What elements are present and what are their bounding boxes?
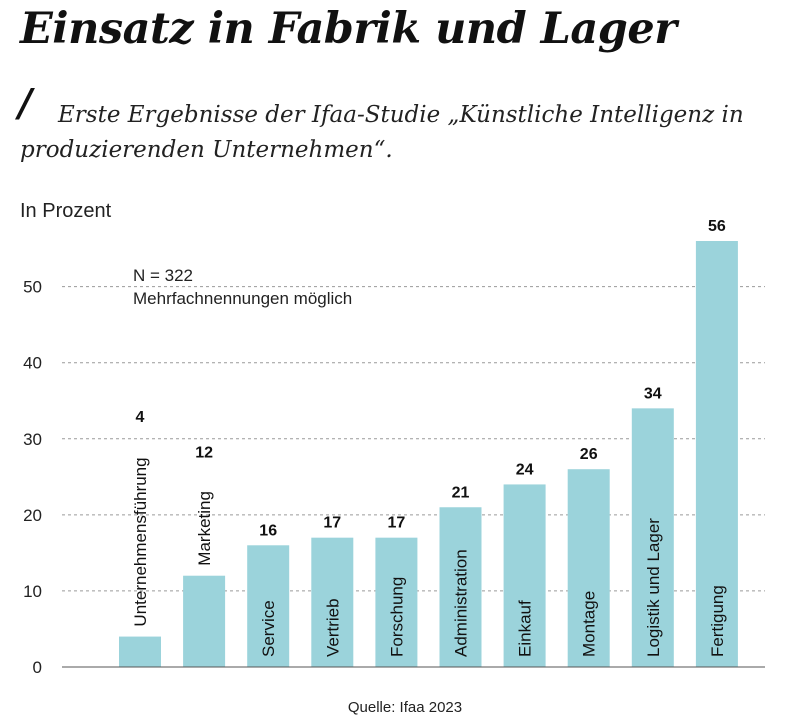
bar-value-label: 12 bbox=[195, 444, 213, 461]
bar bbox=[695, 241, 738, 667]
bar-value-label: 26 bbox=[580, 446, 598, 463]
category-label: Service bbox=[259, 600, 278, 657]
category-label: Montage bbox=[580, 591, 599, 657]
y-tick-label: 50 bbox=[23, 278, 42, 297]
category-label: Administration bbox=[452, 549, 471, 657]
category-label: Forschung bbox=[387, 577, 406, 657]
annotation-multiple-answers: Mehrfachnennungen möglich bbox=[133, 289, 352, 308]
y-axis-ticks: 0 10 20 30 40 50 bbox=[23, 278, 42, 677]
bar bbox=[311, 537, 354, 667]
bar bbox=[503, 484, 546, 667]
slash-mark: / bbox=[18, 80, 32, 125]
bar-value-label: 21 bbox=[452, 484, 470, 501]
bar-value-label: 56 bbox=[708, 218, 726, 235]
bar bbox=[375, 537, 418, 667]
y-tick-label: 0 bbox=[33, 658, 42, 677]
bar bbox=[247, 545, 290, 667]
category-label: Einkauf bbox=[516, 600, 535, 657]
category-label: Logistik und Lager bbox=[644, 518, 663, 657]
category-label: Vertrieb bbox=[323, 598, 342, 657]
bar-value-label: 17 bbox=[388, 515, 406, 532]
chart-title: Einsatz in Fabrik und Lager bbox=[20, 4, 677, 54]
bar-value-label: 16 bbox=[259, 522, 277, 539]
y-tick-label: 30 bbox=[23, 430, 42, 449]
bar bbox=[567, 469, 610, 667]
y-axis-label: In Prozent bbox=[20, 200, 112, 222]
y-tick-label: 10 bbox=[23, 582, 42, 601]
bar-value-label: 24 bbox=[516, 461, 534, 478]
chart-subtitle: Erste Ergebnisse der Ifaa-Studie „Künstl… bbox=[20, 102, 744, 163]
bar-value-label: 4 bbox=[136, 409, 145, 426]
bars: 4 Unternehmensführung 12 Marketing 16 Service… bbox=[119, 218, 738, 667]
category-label: Fertigung bbox=[708, 585, 727, 657]
bar-value-label: 34 bbox=[644, 385, 662, 402]
bar-value-label: 17 bbox=[323, 515, 341, 532]
bar bbox=[183, 575, 226, 667]
bar bbox=[439, 507, 482, 667]
source-note: Quelle: Ifaa 2023 bbox=[347, 699, 463, 716]
bar bbox=[119, 636, 161, 667]
category-label: Marketing bbox=[195, 491, 214, 566]
y-tick-label: 40 bbox=[23, 354, 42, 373]
annotation-sample-size: N = 322 bbox=[133, 266, 193, 285]
bar bbox=[631, 408, 674, 667]
category-label: Unternehmensführung bbox=[131, 457, 150, 626]
y-tick-label: 20 bbox=[23, 506, 42, 525]
